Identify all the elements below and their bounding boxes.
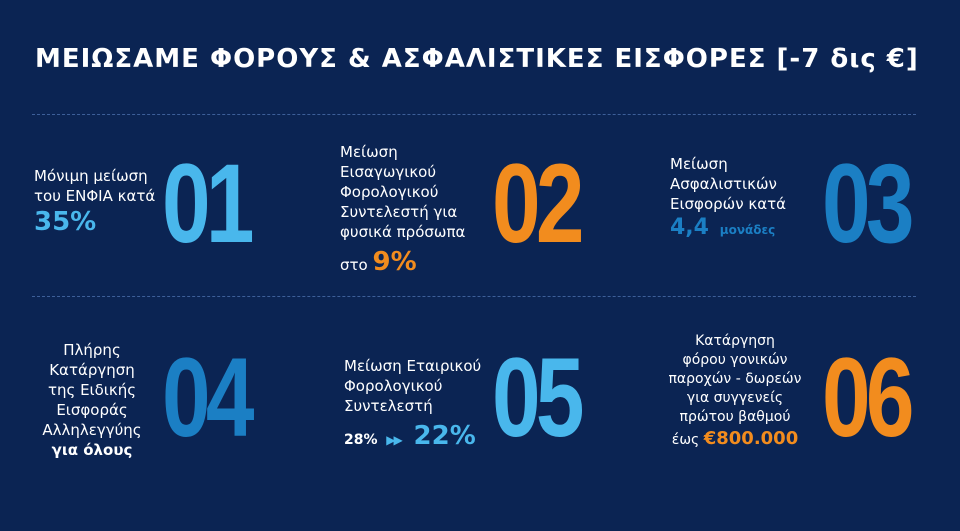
item-number-04: 04 <box>162 335 254 460</box>
item-05-value: 22% <box>413 421 476 451</box>
item-06-line-2: φόρου γονικών <box>682 352 788 368</box>
item-01-text: Μόνιμη μείωση του ΕΝΦΙΑ κατά 35% <box>34 166 155 238</box>
item-01-value: 35% <box>34 207 97 237</box>
page-title: ΜΕΙΩΣΑΜΕ ΦΟΡΟΥΣ & ΑΣΦΑΛΙΣΤΙΚΕΣ ΕΙΣΦΟΡΕΣ … <box>35 44 919 74</box>
item-03-line-2: Ασφαλιστικών <box>670 175 777 193</box>
item-06-line-3: παροχών - δωρεών <box>668 371 802 387</box>
item-number-02: 02 <box>492 141 584 266</box>
item-number-05: 05 <box>492 335 584 460</box>
item-04-line-3: της Ειδικής <box>47 381 137 399</box>
item-02-prefix: στο <box>340 256 368 274</box>
item-01-line-2: του ΕΝΦΙΑ κατά <box>34 187 156 205</box>
item-02-line-4: Συντελεστή για <box>340 203 458 221</box>
item-06-text: Κατάργηση φόρου γονικών παροχών - δωρεών… <box>655 332 815 450</box>
item-06-value: €800.000 <box>703 428 799 449</box>
item-02-line-5: φυσικά πρόσωπα <box>340 223 466 241</box>
item-04-line-5: Αλληλεγγύης <box>42 421 142 439</box>
item-05-value-row: 28% ▶▶ 22% <box>344 420 481 452</box>
item-02-value-row: στο 9% <box>340 246 465 278</box>
item-06-line-1: Κατάργηση <box>695 333 775 349</box>
double-arrow-icon: ▶▶ <box>386 433 403 447</box>
item-number-01: 01 <box>162 141 254 266</box>
item-04-text: Πλήρης Κατάργηση της Ειδικής Εισφοράς Αλ… <box>34 340 150 460</box>
item-02-text: Μείωση Εισαγωγικού Φορολογικού Συντελεστ… <box>340 142 465 278</box>
item-01-line-1: Μόνιμη μείωση <box>34 167 148 185</box>
item-04-line-1: Πλήρης <box>63 341 121 359</box>
item-06-line-5: πρώτου βαθμού <box>679 409 791 425</box>
item-02-line-3: Φορολογικού <box>340 183 439 201</box>
item-05-from: 28% <box>344 432 378 448</box>
item-number-06: 06 <box>822 335 914 460</box>
divider-middle <box>32 296 916 297</box>
item-02-value: 9% <box>372 247 417 277</box>
item-03-unit: μονάδες <box>719 223 776 237</box>
item-03-value: 4,4 <box>670 215 709 240</box>
item-03-line-1: Μείωση <box>670 155 728 173</box>
item-04-line-2: Κατάργηση <box>49 361 135 379</box>
item-04-value: για όλους <box>51 441 133 459</box>
divider-top <box>32 114 916 115</box>
item-03-value-row: 4,4 μονάδες <box>670 215 786 240</box>
item-number-03: 03 <box>822 141 914 266</box>
item-03-text: Μείωση Ασφαλιστικών Εισφορών κατά 4,4 μο… <box>670 154 786 240</box>
item-05-line-2: Φορολογικού <box>344 377 443 395</box>
item-05-line-3: Συντελεστή <box>344 397 433 415</box>
item-02-line-2: Εισαγωγικού <box>340 163 437 181</box>
item-02-line-1: Μείωση <box>340 143 398 161</box>
item-06-line-4: για συγγενείς <box>686 390 784 406</box>
item-06-value-row: έως €800.000 <box>655 429 815 450</box>
item-05-line-1: Μείωση Εταιρικού <box>344 357 482 375</box>
item-03-line-3: Εισφορών κατά <box>670 195 787 213</box>
item-06-prefix: έως <box>671 432 700 448</box>
item-05-text: Μείωση Εταιρικού Φορολογικού Συντελεστή … <box>344 356 481 452</box>
item-04-line-4: Εισφοράς <box>56 401 128 419</box>
